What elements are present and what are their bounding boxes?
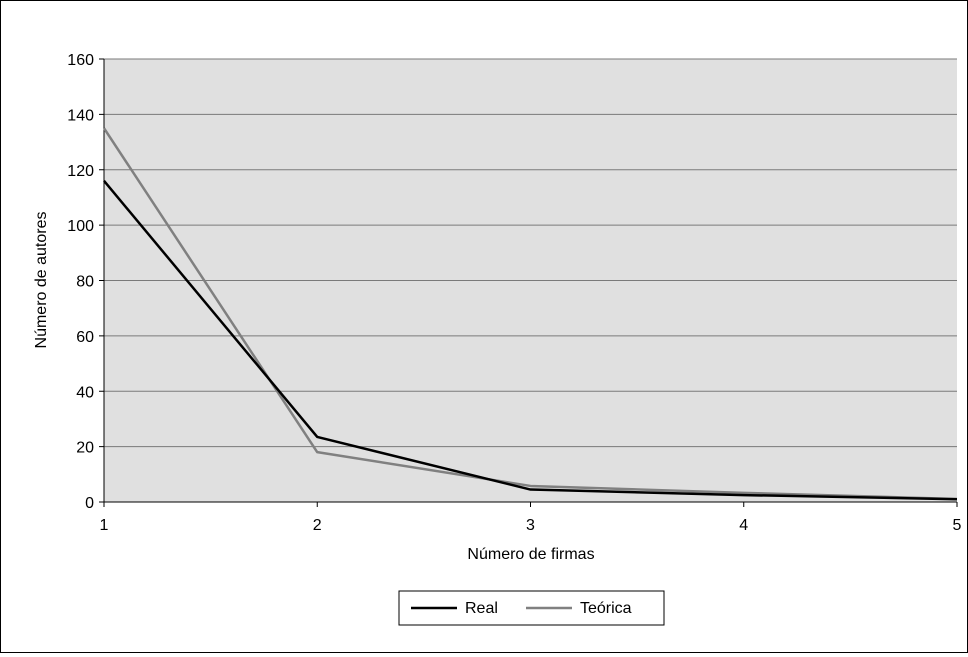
- x-tick-label: 3: [526, 517, 535, 534]
- x-tick-label: 4: [739, 517, 748, 534]
- legend-label-teorica: Teórica: [580, 600, 632, 617]
- legend: Real Teórica: [398, 590, 665, 626]
- y-tick-label: 0: [85, 495, 94, 512]
- series-lines: [102, 127, 958, 501]
- y-tick-label: 40: [76, 384, 94, 401]
- y-tick-label: 140: [67, 107, 94, 124]
- y-tick-label: 160: [67, 52, 94, 69]
- y-axis-label: Número de autores: [33, 212, 50, 349]
- y-tick-label: 60: [76, 329, 94, 346]
- series-line-teorica: [102, 127, 958, 501]
- x-tick-label: 2: [313, 517, 322, 534]
- y-tick-label: 80: [76, 274, 94, 291]
- x-axis-label: Número de firmas: [467, 546, 594, 563]
- x-ticks: 1 2 3 4 5: [100, 502, 962, 534]
- y-tick-label: 100: [67, 218, 94, 235]
- y-tick-label: 20: [76, 440, 94, 457]
- x-tick-label: 1: [100, 517, 109, 534]
- x-tick-label: 5: [953, 517, 962, 534]
- series-line-real: [103, 180, 958, 501]
- y-tick-label: 120: [67, 163, 94, 180]
- legend-label-real: Real: [465, 600, 498, 617]
- gridlines: [104, 58, 957, 448]
- y-ticks: 0 20 40 60 80 100 120 140 160: [67, 52, 104, 512]
